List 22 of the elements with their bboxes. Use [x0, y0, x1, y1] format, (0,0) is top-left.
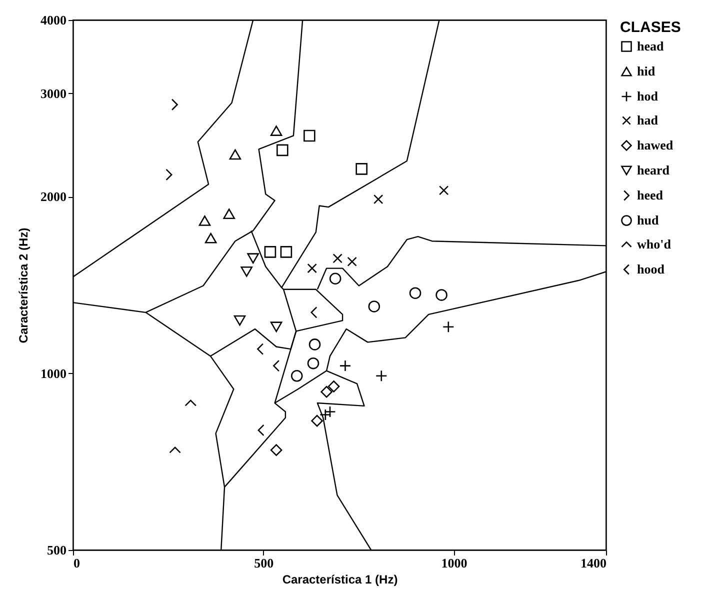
y-tick-label: 2000: [40, 189, 66, 204]
legend-label: hid: [637, 64, 656, 78]
legend-label: head: [637, 38, 664, 54]
y-tick-label: 1000: [40, 366, 66, 381]
legend-label: who'd: [637, 236, 672, 252]
x-tick-label: 500: [254, 556, 274, 570]
y-axis-title: Característica 2 (Hz): [16, 228, 30, 344]
y-tick-label: 3000: [40, 86, 66, 101]
legend-label: hud: [637, 212, 660, 228]
legend-label: heed: [637, 188, 664, 202]
legend-label: hawed: [637, 138, 674, 152]
legend-title: CLASES: [620, 19, 681, 36]
legend-label: had: [637, 112, 659, 128]
legend-label: hod: [637, 88, 659, 104]
legend-label: heard: [637, 162, 670, 178]
y-tick-label: 4000: [40, 12, 66, 28]
x-tick-label: 1400: [580, 556, 606, 570]
y-tick-label: 500: [47, 542, 66, 558]
x-tick-label: 1000: [441, 556, 468, 570]
x-axis-title: Característica 1 (Hz): [282, 572, 398, 586]
legend-label: hood: [637, 262, 666, 276]
x-tick-label: 0: [74, 556, 80, 570]
